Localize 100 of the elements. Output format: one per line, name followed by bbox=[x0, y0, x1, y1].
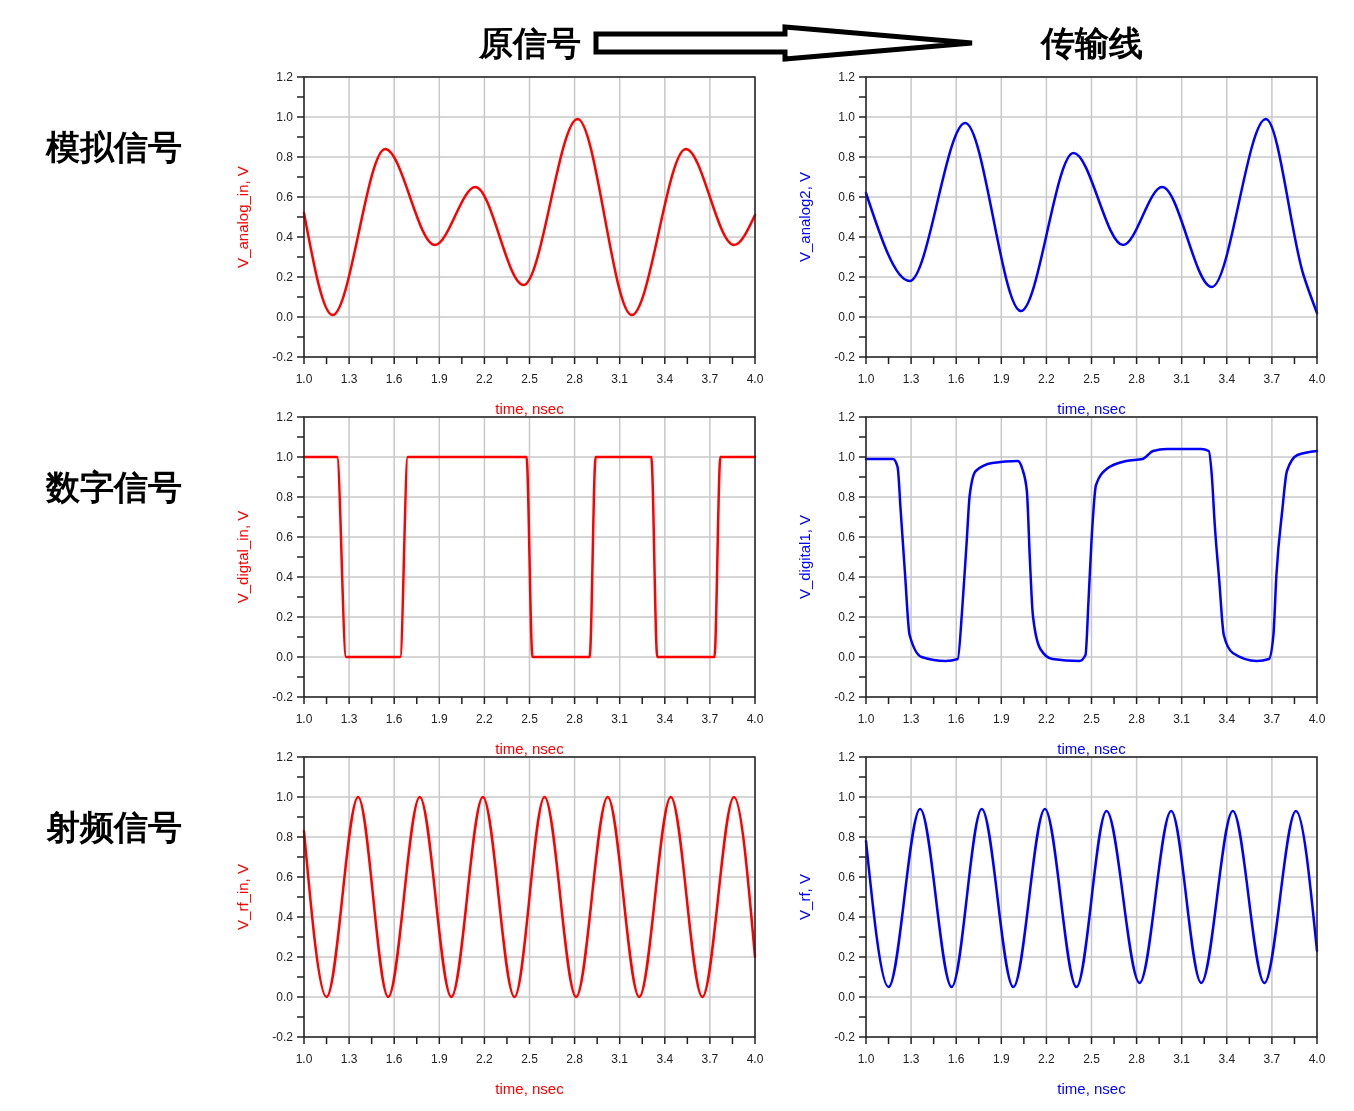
y-tick-label: 0.6 bbox=[838, 190, 856, 204]
x-tick-label: 3.7 bbox=[701, 372, 719, 386]
line-series bbox=[302, 795, 757, 999]
x-tick-label: 3.7 bbox=[1263, 1052, 1281, 1066]
y-tick-label: 0.6 bbox=[838, 870, 856, 884]
y-tick-label: 0.4 bbox=[838, 570, 856, 584]
x-tick-label: 4.0 bbox=[1308, 372, 1326, 386]
x-tick-label: 2.8 bbox=[566, 372, 584, 386]
x-tick-label: 3.1 bbox=[1173, 712, 1191, 726]
x-tick-label: 3.1 bbox=[611, 372, 629, 386]
y-axis-title: V_rf, V bbox=[796, 874, 813, 920]
y-tick-label: 1.0 bbox=[276, 450, 294, 464]
y-tick-label: 0.6 bbox=[276, 190, 294, 204]
x-tick-label: 2.2 bbox=[1038, 372, 1056, 386]
x-tick-label: 1.9 bbox=[992, 712, 1010, 726]
y-tick-label: 0.8 bbox=[276, 150, 294, 164]
y-tick-label: 1.0 bbox=[838, 110, 856, 124]
y-tick-label: 1.0 bbox=[276, 790, 294, 804]
x-tick-label: 4.0 bbox=[1308, 712, 1326, 726]
x-tick-label: 2.8 bbox=[566, 1052, 584, 1066]
x-tick-label: 3.7 bbox=[1263, 712, 1281, 726]
y-axis-title: V_analog_in, V bbox=[234, 166, 251, 268]
y-tick-label: 1.2 bbox=[276, 750, 294, 764]
x-tick-label: 1.6 bbox=[385, 712, 403, 726]
x-tick-label: 3.7 bbox=[701, 712, 719, 726]
x-tick-label: 1.6 bbox=[947, 712, 965, 726]
x-tick-label: 1.3 bbox=[340, 712, 358, 726]
x-tick-label: 1.0 bbox=[295, 1052, 313, 1066]
x-tick-label: 4.0 bbox=[746, 712, 764, 726]
y-axis-title: V_rf_in, V bbox=[234, 864, 251, 930]
x-tick-label: 1.0 bbox=[857, 1052, 875, 1066]
x-tick-label: 1.9 bbox=[992, 372, 1010, 386]
line-series bbox=[864, 447, 1319, 663]
x-tick-label: 2.2 bbox=[476, 372, 494, 386]
y-tick-label: 1.2 bbox=[838, 70, 856, 84]
x-tick-label: 1.6 bbox=[385, 372, 403, 386]
y-tick-label: 0.2 bbox=[276, 610, 294, 624]
x-axis-title: time, nsec bbox=[1057, 1080, 1127, 1097]
y-tick-label: 1.0 bbox=[838, 790, 856, 804]
y-tick-label: 0.4 bbox=[276, 910, 294, 924]
x-tick-label: 1.9 bbox=[430, 372, 448, 386]
x-tick-label: 1.6 bbox=[385, 1052, 403, 1066]
y-tick-label: -0.2 bbox=[834, 1030, 856, 1044]
x-tick-label: 3.1 bbox=[611, 1052, 629, 1066]
x-tick-label: 3.1 bbox=[1173, 372, 1191, 386]
x-tick-label: 3.4 bbox=[1218, 1052, 1236, 1066]
y-tick-label: 1.2 bbox=[838, 410, 856, 424]
y-tick-label: 1.0 bbox=[838, 450, 856, 464]
y-tick-label: 1.0 bbox=[276, 110, 294, 124]
y-tick-label: -0.2 bbox=[272, 1030, 294, 1044]
y-tick-label: 0.0 bbox=[838, 650, 856, 664]
y-tick-label: 0.4 bbox=[276, 570, 294, 584]
y-tick-label: 0.4 bbox=[838, 230, 856, 244]
y-tick-label: 0.6 bbox=[838, 530, 856, 544]
x-tick-label: 1.3 bbox=[340, 372, 358, 386]
y-tick-label: 0.6 bbox=[276, 530, 294, 544]
y-tick-label: 1.2 bbox=[276, 410, 294, 424]
x-tick-label: 3.4 bbox=[1218, 712, 1236, 726]
x-tick-label: 3.4 bbox=[656, 372, 674, 386]
y-tick-label: 0.8 bbox=[276, 490, 294, 504]
y-tick-label: 0.6 bbox=[276, 870, 294, 884]
x-tick-label: 1.0 bbox=[295, 712, 313, 726]
x-tick-label: 2.5 bbox=[1083, 712, 1101, 726]
text: 射频信号 bbox=[46, 808, 182, 846]
x-tick-label: 1.0 bbox=[857, 712, 875, 726]
line-series bbox=[864, 807, 1319, 989]
x-tick-label: 1.3 bbox=[902, 712, 920, 726]
x-tick-label: 2.5 bbox=[1083, 372, 1101, 386]
y-axis-title: V_digtal_in, V bbox=[234, 510, 251, 604]
x-tick-label: 1.6 bbox=[947, 1052, 965, 1066]
x-tick-label: 3.4 bbox=[656, 712, 674, 726]
y-tick-label: 1.2 bbox=[276, 70, 294, 84]
x-tick-label: 2.5 bbox=[521, 712, 539, 726]
x-axis-title: time, nsec bbox=[1057, 740, 1127, 757]
chart-title: 传输线 bbox=[1038, 24, 1143, 62]
x-tick-label: 2.8 bbox=[1128, 712, 1146, 726]
y-tick-label: 0.4 bbox=[838, 910, 856, 924]
x-tick-label: 1.3 bbox=[902, 372, 920, 386]
x-tick-label: 1.0 bbox=[295, 372, 313, 386]
x-tick-label: 2.8 bbox=[566, 712, 584, 726]
x-tick-label: 2.5 bbox=[521, 1052, 539, 1066]
x-tick-label: 4.0 bbox=[746, 1052, 764, 1066]
x-tick-label: 2.8 bbox=[1128, 1052, 1146, 1066]
x-tick-label: 1.3 bbox=[902, 1052, 920, 1066]
y-axis-title: V_analog2, V bbox=[796, 171, 813, 263]
y-axis-title: V_digital1, V bbox=[796, 514, 813, 600]
y-tick-label: 0.0 bbox=[276, 990, 294, 1004]
x-tick-label: 1.9 bbox=[430, 1052, 448, 1066]
x-tick-label: 2.5 bbox=[521, 372, 539, 386]
text: 模拟信号 bbox=[45, 128, 182, 166]
x-tick-label: 3.7 bbox=[701, 1052, 719, 1066]
y-tick-label: 0.2 bbox=[838, 270, 856, 284]
line-series bbox=[864, 117, 1319, 315]
x-tick-label: 1.0 bbox=[857, 372, 875, 386]
x-tick-label: 3.1 bbox=[1173, 1052, 1191, 1066]
y-tick-label: 0.2 bbox=[838, 950, 856, 964]
x-tick-label: 4.0 bbox=[746, 372, 764, 386]
y-tick-label: -0.2 bbox=[272, 350, 294, 364]
line-series bbox=[302, 117, 757, 317]
x-axis-title: time, nsec bbox=[495, 740, 565, 757]
